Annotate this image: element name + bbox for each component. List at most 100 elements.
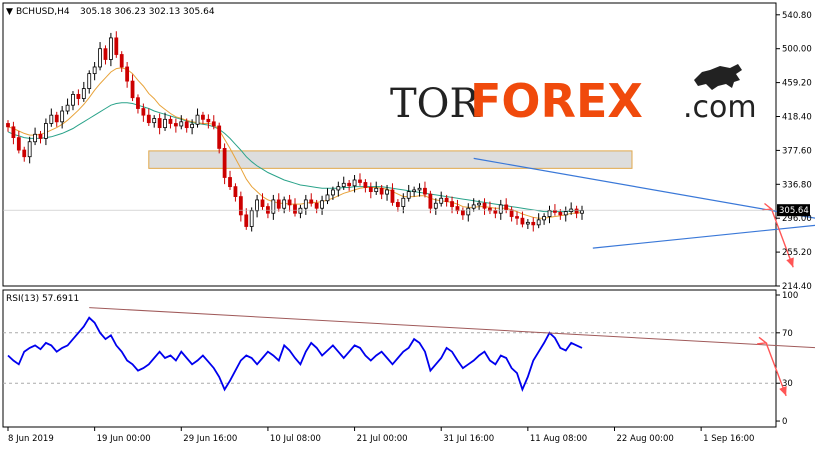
- candle: [303, 194, 308, 215]
- candle-body: [498, 204, 503, 214]
- candle-body: [238, 196, 243, 216]
- candle-body: [136, 97, 140, 109]
- forecast-arrow-rsi: [757, 336, 787, 397]
- axes: 540.80 500.00 459.20 418.40 377.60 336.80 296.…: [3, 11, 812, 444]
- candle-body: [49, 114, 54, 124]
- rsi-label: RSI(13) 57.6911: [6, 294, 79, 304]
- price-tick-label: 214.40: [782, 282, 812, 292]
- candle-body: [233, 186, 238, 197]
- forecast-arrow-price: [762, 202, 794, 268]
- candle: [38, 130, 43, 144]
- candle: [439, 191, 444, 207]
- candle-body: [547, 210, 552, 217]
- price-tick-label: 540.80: [782, 11, 812, 21]
- candle-body: [255, 199, 259, 212]
- candle: [515, 211, 519, 225]
- candle-body: [244, 214, 249, 227]
- candle: [217, 122, 222, 154]
- candle: [168, 116, 173, 129]
- candle-body: [395, 202, 400, 207]
- candle-body: [168, 118, 173, 124]
- candle-body: [173, 123, 178, 127]
- candle-body: [98, 48, 102, 68]
- price-tick-label: 377.60: [782, 146, 812, 156]
- candle-body: [38, 133, 43, 139]
- candle-body: [44, 123, 48, 139]
- candle-body: [401, 197, 406, 207]
- arrow-shaft: [765, 342, 787, 397]
- candle: [163, 112, 167, 131]
- candle-body: [22, 149, 27, 158]
- candle-body: [488, 207, 492, 212]
- candle-body: [163, 118, 167, 129]
- candle-body: [542, 216, 546, 221]
- candle-body: [309, 199, 314, 204]
- candle-body: [179, 121, 184, 127]
- candle: [228, 170, 232, 190]
- candle-body: [417, 187, 422, 191]
- price-tick-label: 459.20: [782, 79, 812, 89]
- time-tick-label: 29 Jun 16:00: [183, 434, 237, 444]
- candle-body: [60, 110, 65, 123]
- candle: [238, 191, 243, 222]
- candle: [201, 111, 205, 125]
- candle: [119, 51, 124, 72]
- candle-body: [141, 108, 146, 116]
- candle-body: [341, 182, 346, 188]
- candle-body: [87, 73, 92, 89]
- arrow-head: [779, 385, 787, 396]
- candle-body: [16, 137, 21, 151]
- rsi-tick-label: 0: [782, 417, 787, 427]
- symbol-arrow-icon: ▼: [6, 7, 13, 17]
- candle: [136, 94, 140, 114]
- price-pane: [2, 2, 777, 287]
- arrow-shaft: [770, 208, 794, 268]
- current-price-badge: [777, 204, 810, 217]
- candle: [81, 81, 86, 102]
- candle-body: [477, 202, 482, 206]
- candle-body: [531, 221, 536, 226]
- candle: [368, 182, 373, 199]
- candle-body: [108, 37, 113, 60]
- candle: [27, 136, 32, 164]
- candle: [87, 70, 92, 94]
- candle: [423, 181, 427, 198]
- candle: [92, 61, 97, 81]
- candle: [358, 173, 362, 186]
- time-tick-label: 22 Aug 00:00: [616, 434, 673, 444]
- candle: [108, 32, 113, 67]
- candle: [542, 213, 546, 225]
- time-tick-label: 8 Jun 2019: [8, 434, 54, 444]
- rsi-tick-label: 70: [782, 329, 793, 339]
- candle: [271, 194, 276, 220]
- candle-body: [201, 114, 205, 120]
- candle-body: [563, 211, 568, 216]
- moving-average-slow: [7, 102, 582, 213]
- candle: [244, 208, 249, 230]
- rsi-indicator: [3, 307, 815, 397]
- candle: [157, 113, 162, 135]
- candle: [379, 184, 384, 200]
- candle-body: [298, 207, 303, 214]
- candle: [146, 108, 151, 126]
- candle: [531, 217, 536, 232]
- candle: [206, 114, 211, 129]
- candle: [558, 209, 563, 220]
- candle: [22, 146, 27, 162]
- candle-body: [146, 114, 151, 124]
- candle: [466, 203, 471, 222]
- logo-tor-text: TOR: [390, 81, 481, 127]
- price-tick-label: 500.00: [782, 45, 812, 55]
- candle-body: [379, 187, 384, 195]
- candle-body: [320, 200, 324, 209]
- candle-body: [433, 202, 438, 209]
- candle: [488, 201, 492, 215]
- rsi-tick-label: 100: [782, 291, 798, 301]
- candle: [222, 143, 227, 185]
- candle: [141, 103, 146, 122]
- candle: [412, 186, 417, 197]
- candle-body: [260, 199, 265, 207]
- symbol-label: BCHUSD,H4: [16, 7, 70, 17]
- candle-body: [76, 93, 81, 99]
